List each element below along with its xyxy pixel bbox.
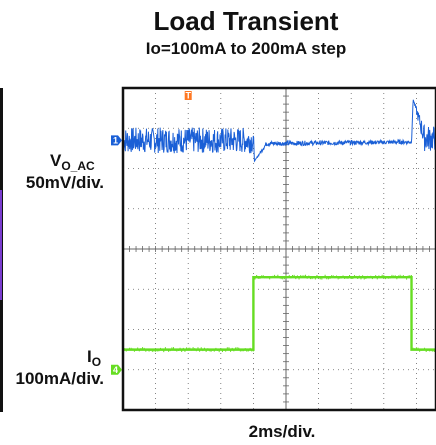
left-panel-accent [0, 190, 2, 300]
vout-label-sub: O_AC [61, 159, 95, 173]
vout-label: VO_AC 50mV/div. [26, 151, 104, 192]
iout-channel-marker-box [111, 364, 122, 375]
chart-subtitle: Io=100mA to 200mA step [146, 39, 346, 58]
vout-label-v: V [50, 151, 62, 170]
iout-scale-label: 100mA/div. [15, 369, 104, 388]
iout-label-main: IO [87, 347, 101, 369]
scope-screen [121, 86, 436, 412]
trigger-marker-box [184, 91, 192, 100]
iout-label-i: I [87, 347, 92, 366]
grid [122, 87, 436, 411]
iout-label: IO 100mA/div. [15, 347, 104, 388]
traces [122, 99, 436, 353]
trigger-marker-label: T [185, 91, 191, 101]
vout-label-main: VO_AC [50, 151, 95, 173]
iout-channel-marker: 4 [111, 364, 122, 375]
iout-channel-marker-number: 4 [113, 365, 118, 375]
iout-trace [123, 275, 436, 351]
vout-channel-marker-number: 1 [113, 136, 118, 146]
vout-scale-label: 50mV/div. [26, 173, 104, 192]
scope-frame [121, 86, 436, 412]
left-panel-edge [0, 88, 3, 412]
trigger-marker: T [184, 91, 192, 101]
x-axis-label: 2ms/div. [249, 422, 316, 441]
vout-trace [122, 99, 436, 163]
vout-channel-marker-box [111, 135, 122, 146]
iout-trace-noise [122, 274, 436, 353]
iout-label-sub: O [92, 355, 101, 369]
vout-channel-marker: 1 [111, 135, 122, 146]
chart-title: Load Transient [154, 6, 339, 36]
